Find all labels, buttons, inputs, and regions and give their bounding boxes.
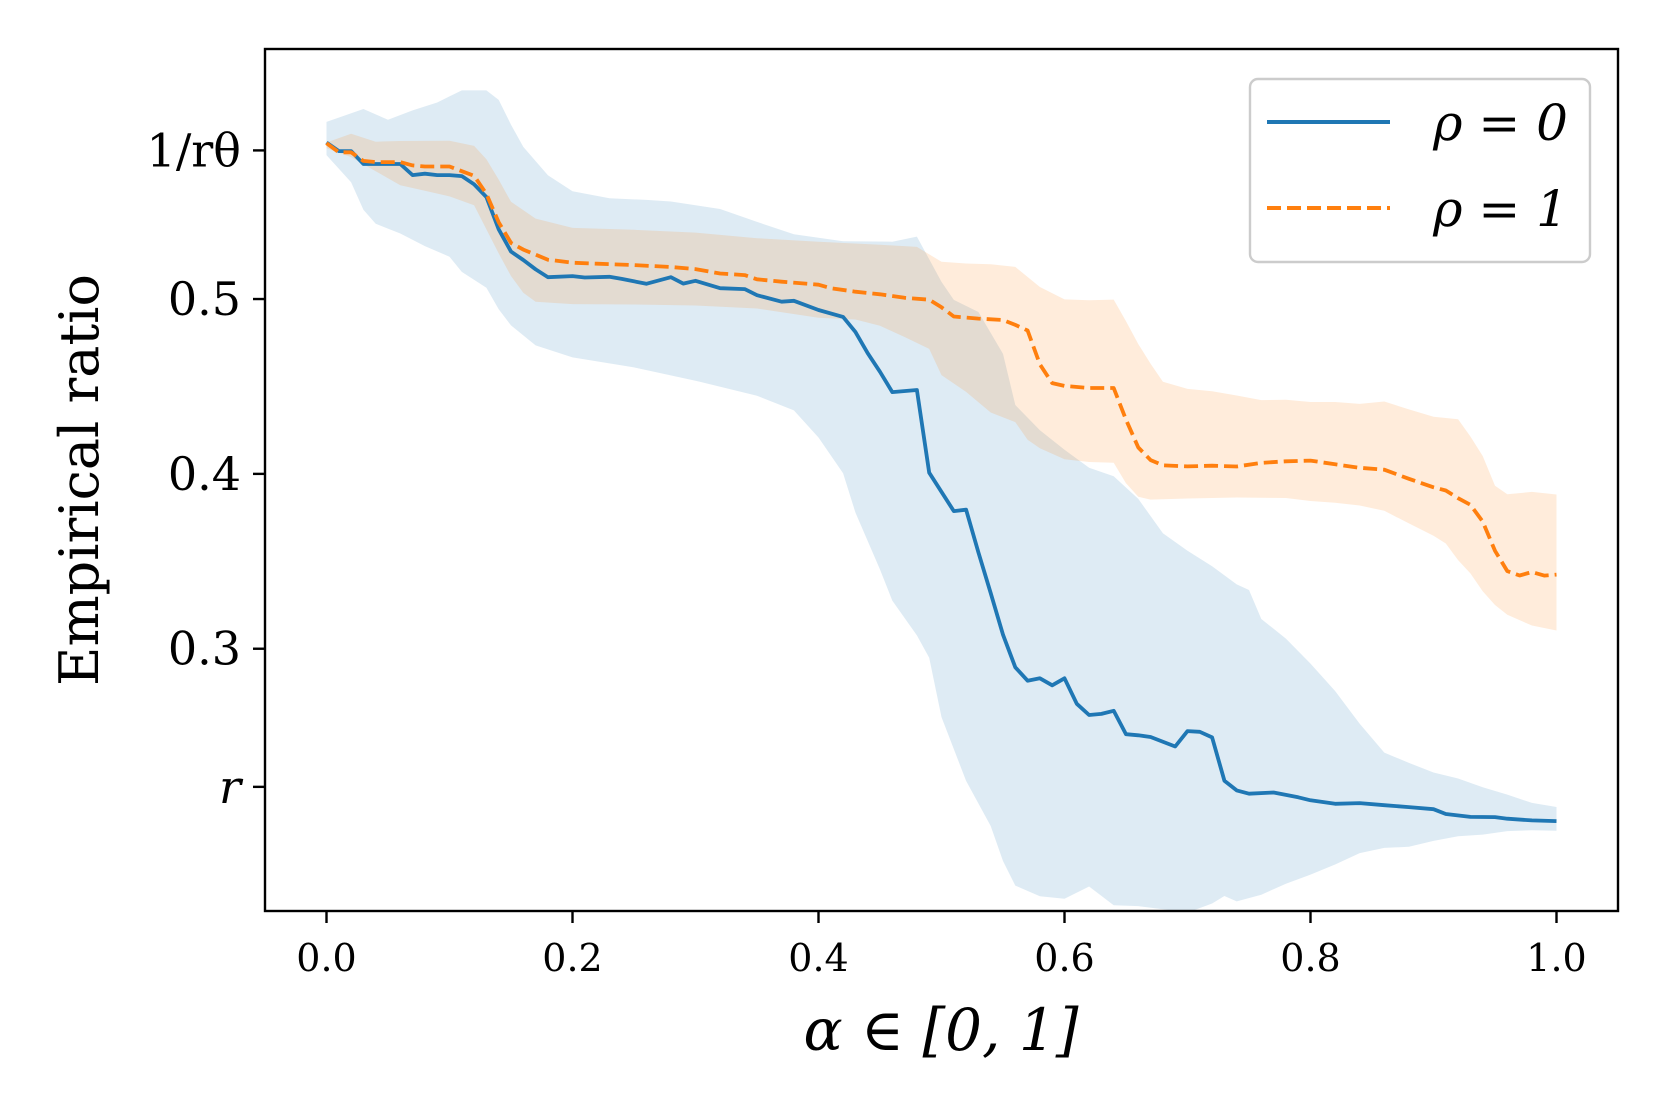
x-tick-label: 0.6 <box>1034 936 1094 980</box>
series-lines <box>325 140 1557 823</box>
x-axis-ticks: 0.0 0.2 0.4 0.6 0.8 1.0 <box>296 911 1587 980</box>
legend-label-series-1: ρ = 0 <box>1432 94 1568 152</box>
confidence-band-series-1 <box>326 90 1557 911</box>
x-axis-label: α ∈ [0, 1] <box>804 996 1079 1064</box>
x-tick-label: 0.2 <box>542 936 602 980</box>
x-tick-label: 0.4 <box>788 936 848 980</box>
confidence-bands <box>326 90 1557 911</box>
x-tick-label: 1.0 <box>1526 936 1586 980</box>
series-line-2 <box>325 141 1557 578</box>
legend: ρ = 0 ρ = 1 <box>1248 77 1592 264</box>
confidence-band-series-2 <box>326 133 1557 631</box>
series-line-1 <box>325 140 1557 823</box>
plot-area-frame <box>263 47 1620 913</box>
x-tick-label: 0.0 <box>296 936 356 980</box>
y-tick-label: 0.5 <box>168 272 241 326</box>
y-tick-label: r <box>219 760 244 814</box>
y-tick-label: 1/rθ <box>147 123 241 177</box>
legend-box <box>1248 77 1592 264</box>
y-axis-ticks: r 0.3 0.4 0.5 1/rθ <box>147 123 265 814</box>
y-axis-label: Empirical ratio <box>48 274 111 686</box>
legend-label-series-2: ρ = 1 <box>1432 180 1568 238</box>
y-tick-label: 0.4 <box>168 447 241 501</box>
x-tick-label: 0.8 <box>1280 936 1340 980</box>
y-tick-label: 0.3 <box>168 622 241 676</box>
